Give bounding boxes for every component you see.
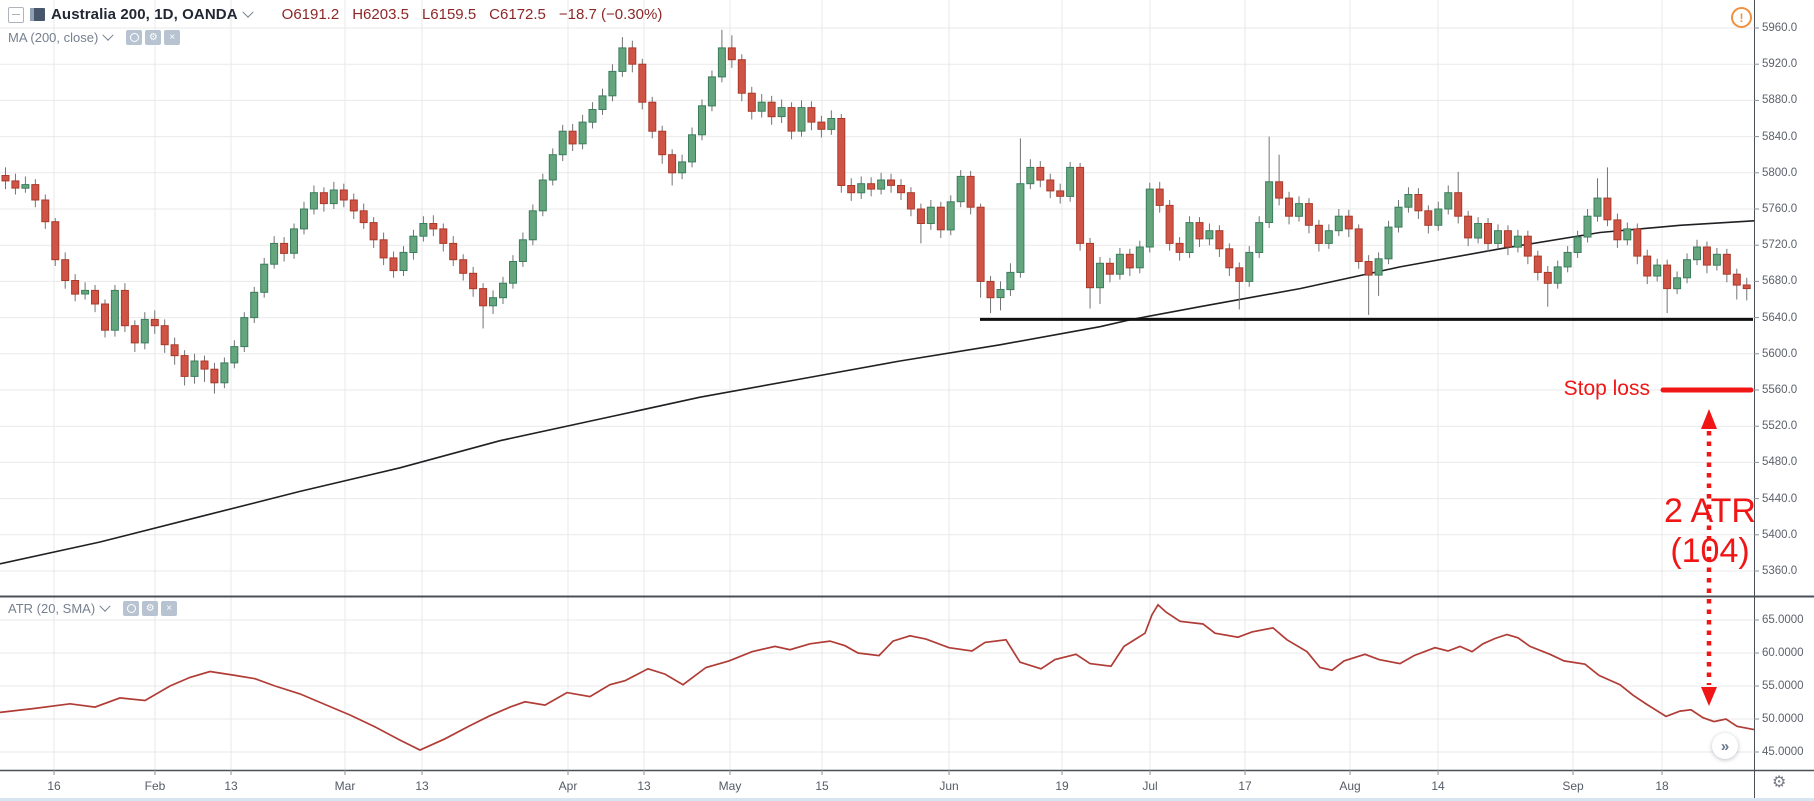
price-tick-label: 5360.0 (1762, 565, 1798, 577)
time-tick-label: 15 (815, 779, 829, 793)
atr-legend: ATR (20, SMA) ⚙ × (8, 600, 178, 616)
close-icon[interactable]: × (161, 601, 178, 616)
close-icon[interactable]: × (164, 30, 181, 45)
stop-loss-label[interactable]: Stop loss (1563, 377, 1650, 400)
time-tick-label: 13 (224, 779, 238, 793)
time-tick-label: 13 (415, 779, 429, 793)
instrument-icon (30, 8, 45, 21)
bottom-scroll-strip (0, 798, 1814, 801)
atr-tick-label: 50.0000 (1762, 713, 1804, 725)
candles-layer (1, 29, 1751, 394)
time-tick-label: 14 (1431, 779, 1445, 793)
price-tick-label: 5880.0 (1762, 94, 1798, 107)
atr-distance-annotation[interactable]: 2 ATR (104) (1638, 491, 1782, 571)
time-tick-label: 18 (1655, 779, 1669, 793)
price-tick-label: 5520.0 (1762, 420, 1798, 433)
price-tick-label: 5440.0 (1762, 492, 1798, 505)
price-tick-label: 5760.0 (1762, 203, 1798, 215)
price-tick-label: 5960.0 (1762, 22, 1798, 34)
price-tick-label: 5560.0 (1762, 384, 1798, 396)
atr-measure-arrow[interactable] (1701, 409, 1717, 706)
time-tick-label: 13 (637, 779, 651, 793)
eye-icon[interactable] (123, 601, 140, 616)
data-warning-icon[interactable]: ! (1731, 7, 1752, 28)
price-tick-label: 5640.0 (1762, 311, 1798, 324)
symbol-title[interactable]: Australia 200, 1D, OANDA (51, 6, 238, 23)
gear-icon[interactable]: ⚙ (145, 30, 162, 45)
price-tick-label: 5480.0 (1762, 456, 1798, 469)
axis-settings-gear-icon[interactable]: ⚙ (1772, 774, 1787, 791)
ohlc-low: L6159.5 (421, 6, 477, 23)
atr-tick-label: 60.0000 (1762, 647, 1804, 659)
atr-annotation-line1: 2 ATR (1664, 492, 1756, 530)
time-tick-label: Mar (334, 779, 356, 793)
ohlc-change: −18.7 (−0.30%) (558, 6, 663, 23)
atr-legend-controls: ⚙ × (123, 601, 178, 616)
atr-tick-label: 45.0000 (1762, 746, 1804, 758)
eye-icon[interactable] (126, 30, 143, 45)
time-tick-label: May (718, 779, 742, 793)
symbol-legend: Australia 200, 1D, OANDA O6191.2 H6203.5… (8, 6, 662, 23)
ohlc-high: H6203.5 (352, 6, 409, 23)
ma-200-line (0, 220, 1755, 565)
time-tick-label: Sep (1562, 779, 1584, 793)
price-tick-label: 5920.0 (1762, 58, 1798, 71)
ma-legend-label[interactable]: MA (200, close) (8, 30, 99, 45)
price-tick-label: 5680.0 (1762, 275, 1798, 288)
legend-collapse-icon[interactable] (8, 6, 24, 23)
time-tick-label: Jun (939, 779, 959, 793)
atr-annotation-line2: (104) (1670, 532, 1750, 570)
price-tick-label: 5600.0 (1762, 347, 1798, 360)
time-tick-label: 19 (1055, 779, 1069, 793)
atr-tick-label: 55.0000 (1762, 680, 1804, 692)
ma-legend: MA (200, close) ⚙ × (8, 29, 181, 45)
time-tick-label: 16 (47, 779, 61, 793)
time-tick-label: Aug (1339, 779, 1361, 793)
ohlc-values: O6191.2 H6203.5 L6159.5 C6172.5 −18.7 (−… (282, 6, 663, 23)
chevron-down-icon[interactable] (241, 6, 254, 18)
price-tick-label: 5800.0 (1762, 166, 1798, 179)
atr-legend-label[interactable]: ATR (20, SMA) (8, 601, 96, 616)
time-tick-label: 17 (1238, 779, 1252, 793)
price-tick-label: 5720.0 (1762, 239, 1798, 252)
time-tick-label: Feb (144, 779, 166, 793)
atr-line (0, 603, 1755, 751)
price-tick-label: 5840.0 (1762, 130, 1798, 143)
ohlc-close: C6172.5 (489, 6, 546, 23)
ma-legend-controls: ⚙ × (126, 30, 181, 45)
go-to-latest-button[interactable]: » (1712, 733, 1738, 759)
gear-icon[interactable]: ⚙ (142, 601, 159, 616)
price-tick-label: 5400.0 (1762, 528, 1798, 541)
time-tick-label: Jul (1142, 779, 1158, 793)
chevron-down-icon[interactable] (102, 29, 114, 41)
atr-tick-label: 65.0000 (1762, 614, 1804, 626)
time-tick-label: Apr (558, 779, 578, 793)
chevron-down-icon[interactable] (99, 600, 111, 612)
ohlc-open: O6191.2 (281, 6, 340, 23)
